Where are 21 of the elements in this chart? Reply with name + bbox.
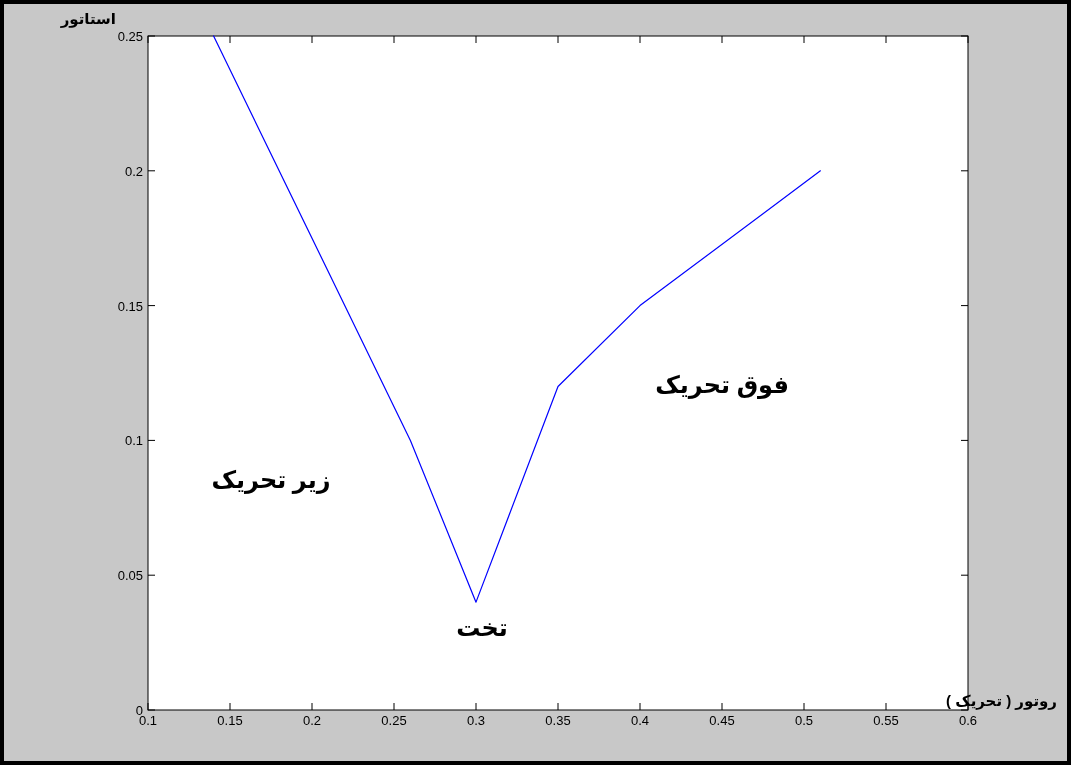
y-tick-label: 0.2: [124, 163, 143, 179]
x-tick-label: 0.55: [873, 713, 899, 728]
annotation: فوق تحریک: [655, 371, 789, 400]
y-tick-label: 0.25: [117, 29, 143, 44]
x-tick-label: 0.25: [381, 713, 407, 728]
annotation: تخت: [456, 614, 508, 642]
x-tick-label: 0.3: [466, 713, 486, 728]
x-axis-title: روتور ( تحریک ): [946, 692, 1057, 710]
x-tick-label: 0.35: [545, 713, 571, 728]
x-tick-label: 0.5: [794, 713, 814, 728]
annotation: زیر تحریک: [211, 465, 331, 494]
x-tick-label: 0.15: [217, 713, 243, 728]
x-tick-label: 0.2: [302, 713, 322, 728]
x-tick-label: 0.45: [709, 713, 735, 728]
y-tick-label: 0.15: [117, 298, 143, 314]
x-tick-label: 0.4: [630, 713, 650, 728]
y-axis-title: استاتور: [59, 10, 116, 28]
line-series: [213, 35, 821, 603]
y-tick-label: 0.1: [124, 433, 143, 449]
y-tick-label: 0.05: [117, 568, 143, 584]
x-tick-label: 0.6: [958, 713, 978, 728]
